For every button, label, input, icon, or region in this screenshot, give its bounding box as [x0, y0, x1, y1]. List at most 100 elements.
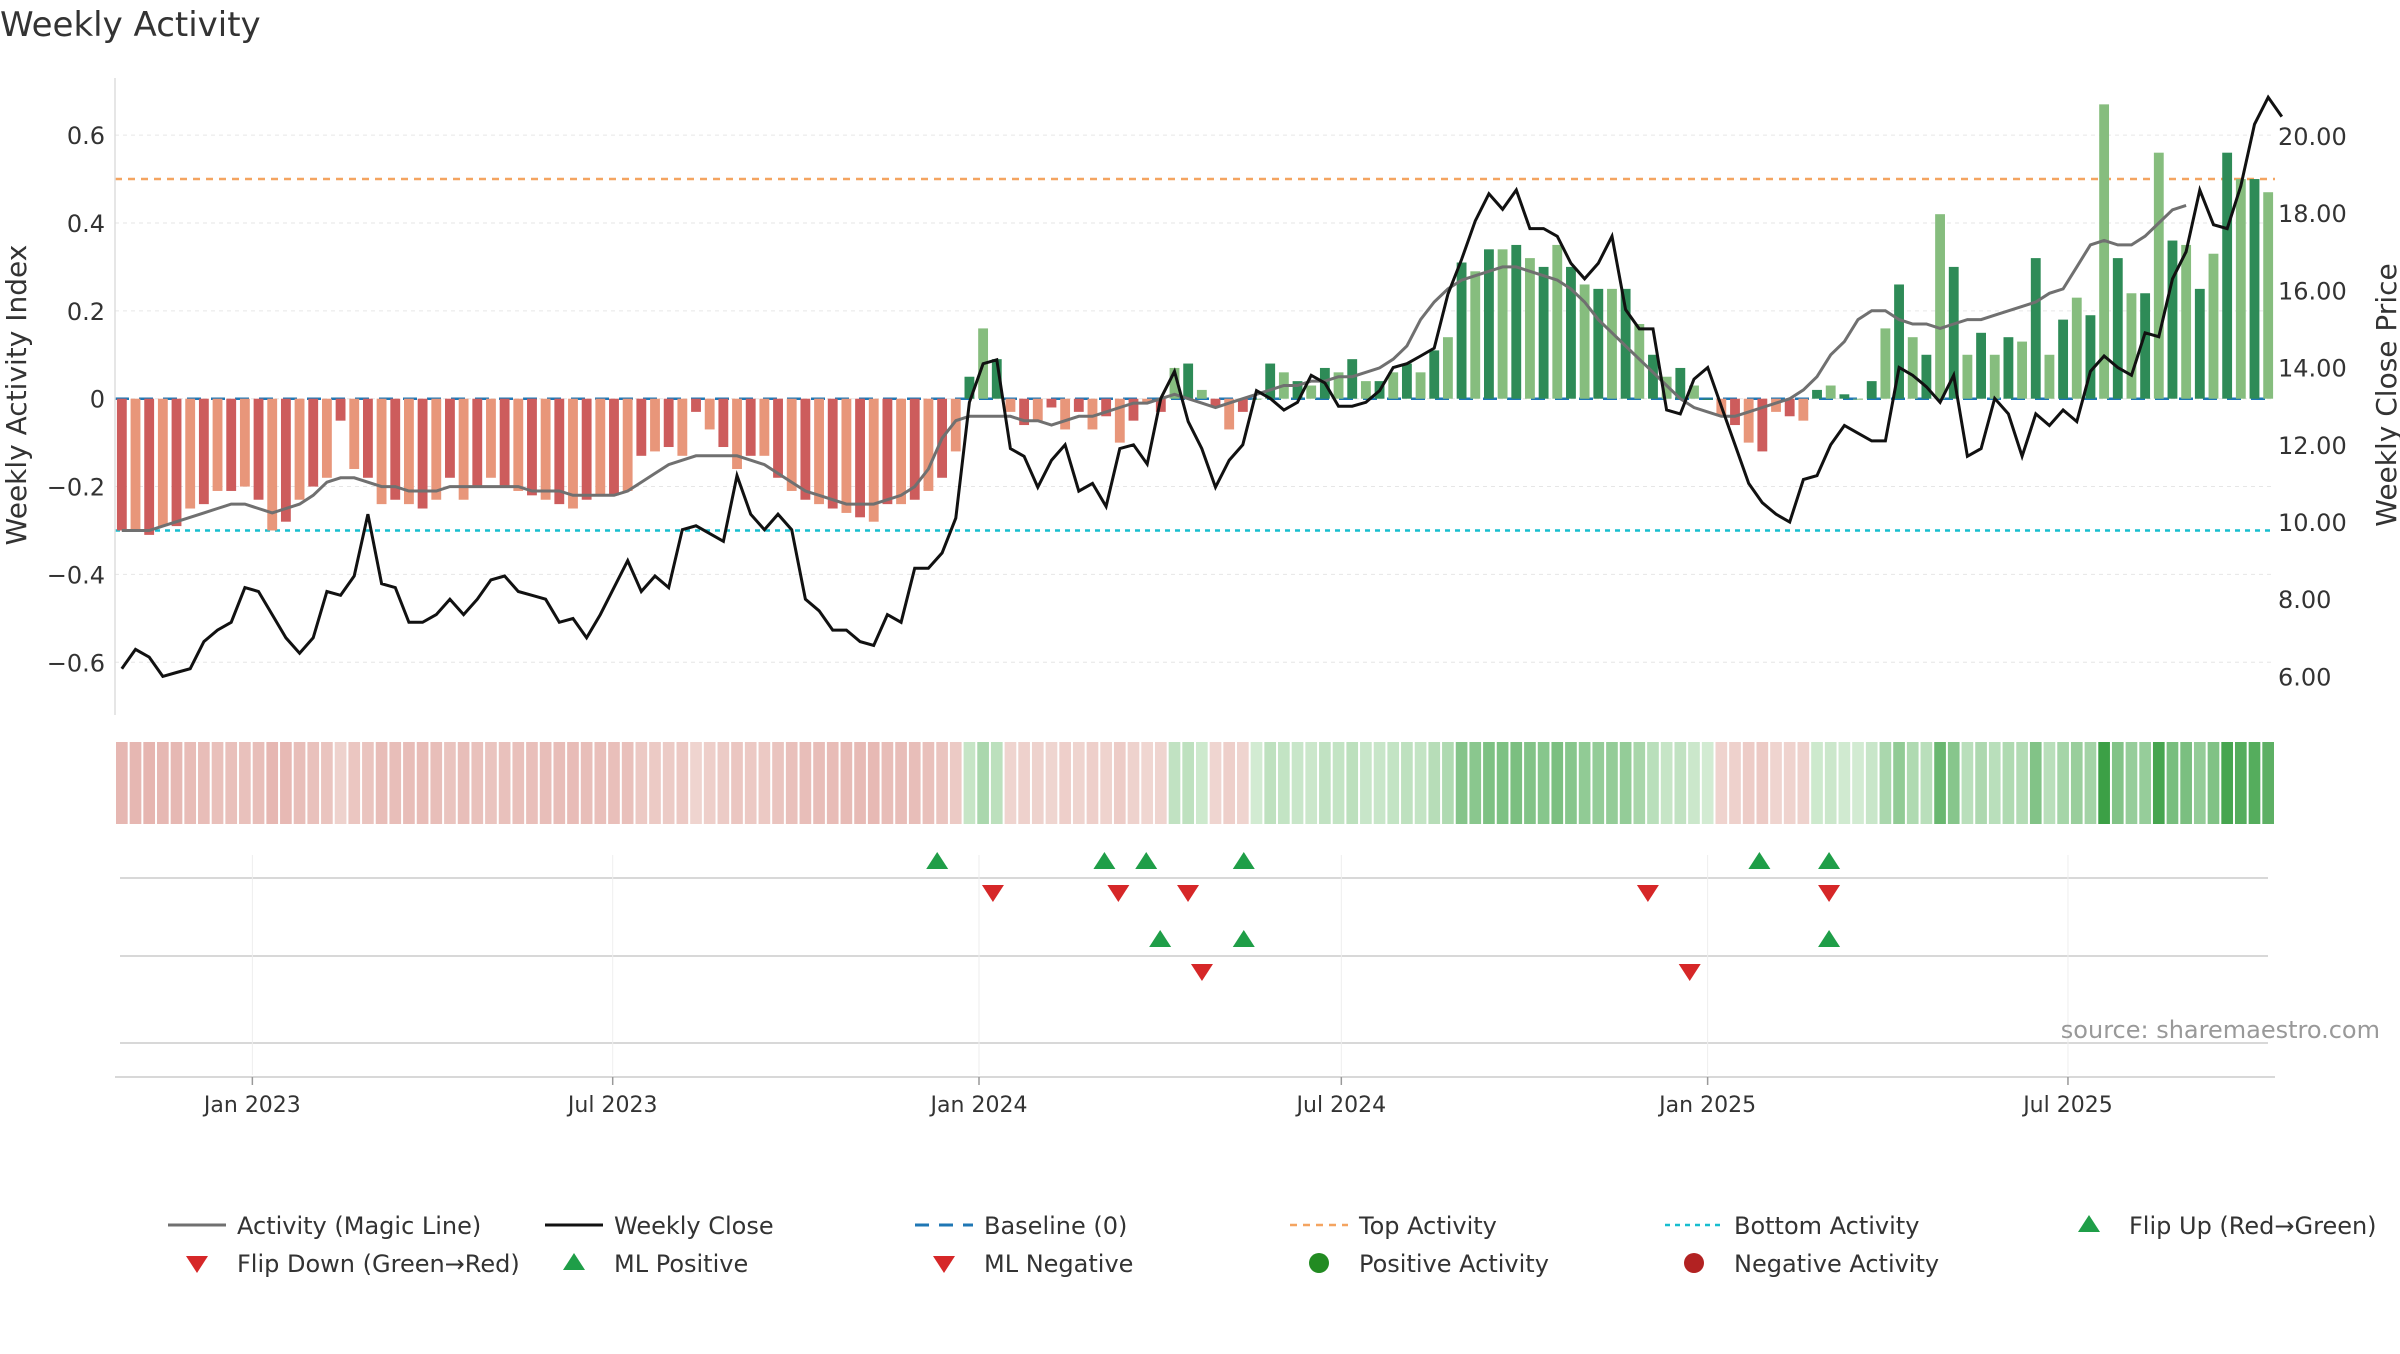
activity-bar	[554, 398, 565, 505]
heat-cell	[1674, 742, 1687, 824]
activity-bar	[2003, 337, 2014, 399]
y-tick-label-left: −0.2	[47, 474, 105, 502]
heat-cell	[1934, 742, 1946, 824]
activity-bar	[636, 398, 647, 456]
heat-cell	[1086, 742, 1099, 824]
flip-up-marker	[1818, 852, 1841, 869]
heat-cell	[375, 742, 388, 824]
heat-cell	[1414, 742, 1427, 824]
activity-bar	[1907, 337, 1918, 399]
activity-bar	[294, 398, 305, 500]
activity-bar	[2140, 293, 2151, 399]
activity-bar	[909, 398, 920, 500]
ml-negative-marker	[1678, 964, 1701, 981]
legend: Activity (Magic Line) Weekly Close Baselin…	[168, 1212, 2377, 1278]
heat-cell	[826, 742, 839, 824]
heat-cell	[1797, 742, 1810, 824]
heat-cell	[1988, 742, 2001, 824]
x-tick-label: Jan 2024	[929, 1093, 1028, 1118]
y-tick-label-left: −0.4	[47, 561, 105, 589]
legend-label: Bottom Activity	[1734, 1212, 1919, 1240]
activity-bar	[786, 398, 797, 491]
activity-bar	[185, 398, 196, 509]
heat-cell	[635, 742, 648, 824]
heat-cell	[963, 742, 976, 824]
heat-cell	[334, 742, 347, 824]
heat-cell	[1715, 742, 1728, 824]
activity-bar	[814, 398, 824, 505]
heat-cell	[881, 742, 894, 824]
activity-bar	[2085, 315, 2096, 399]
heat-cell	[444, 742, 456, 824]
heat-cell	[471, 742, 484, 824]
activity-bar	[212, 398, 223, 491]
heat-cell	[2207, 742, 2220, 824]
heat-cell	[676, 742, 689, 824]
activity-bar	[417, 398, 428, 509]
heat-cell	[2221, 742, 2233, 824]
heat-cell	[936, 742, 948, 824]
heat-cell	[2139, 742, 2151, 824]
heat-cell	[2070, 742, 2083, 824]
heat-cell	[1059, 742, 1071, 824]
heat-cell	[567, 742, 579, 824]
heat-cell	[2152, 742, 2165, 824]
heat-cell	[1920, 742, 1933, 824]
x-tick-label: Jul 2025	[2021, 1093, 2113, 1118]
activity-bar	[1894, 284, 1904, 399]
heat-cell	[772, 742, 784, 824]
activity-bar	[1620, 288, 1631, 399]
activity-bar	[1333, 372, 1344, 399]
heat-cell	[1783, 742, 1796, 824]
activity-bar	[1210, 398, 1221, 408]
activity-bar	[1784, 398, 1795, 417]
x-tick-label: Jul 2024	[1295, 1093, 1387, 1118]
legend-label: Weekly Close	[614, 1212, 774, 1240]
heat-cell	[1291, 742, 1304, 824]
legend-label: Negative Activity	[1734, 1250, 1939, 1278]
heat-cell	[1619, 742, 1632, 824]
activity-bar	[171, 398, 182, 527]
flip-down-marker	[1818, 885, 1841, 902]
activity-bar	[1839, 394, 1850, 399]
activity-bar	[677, 398, 688, 456]
heat-cell	[266, 742, 279, 824]
heat-cell	[498, 742, 511, 824]
heat-cell	[143, 742, 156, 824]
legend-item-flip_down: Flip Down (Green→Red)	[186, 1250, 520, 1278]
heat-cell	[362, 742, 374, 824]
heat-cell	[457, 742, 470, 824]
heat-cell	[1100, 742, 1112, 824]
activity-bar	[1771, 398, 1781, 412]
heat-cell	[1196, 742, 1208, 824]
heat-cell	[867, 742, 880, 824]
activity-bar	[1005, 398, 1016, 412]
legend-swatch	[933, 1256, 955, 1273]
activity-bar	[1032, 398, 1043, 421]
activity-bar	[458, 398, 469, 500]
legend-item-top: Top Activity	[1290, 1212, 1497, 1240]
flip-up-marker	[1748, 852, 1771, 869]
activity-bar	[157, 398, 168, 527]
heat-cell	[2248, 742, 2261, 824]
heat-cell	[2098, 742, 2110, 824]
heat-cell	[403, 742, 415, 824]
heat-cell	[2029, 742, 2042, 824]
heat-cell	[280, 742, 292, 824]
flip-up-marker	[1093, 852, 1116, 869]
legend-label: ML Positive	[614, 1250, 748, 1278]
heat-cell	[1442, 742, 1454, 824]
heat-cell	[1510, 742, 1523, 824]
activity-bar	[2099, 104, 2110, 399]
ml-positive-marker	[1818, 930, 1841, 947]
activity-bar	[280, 398, 291, 522]
heat-cell	[211, 742, 224, 824]
activity-bar	[691, 398, 701, 412]
heat-cell	[1278, 742, 1290, 824]
heat-cell	[1483, 742, 1495, 824]
activity-bar	[1798, 398, 1809, 421]
heat-cell	[1373, 742, 1386, 824]
activity-bar	[404, 398, 414, 505]
activity-bar	[1976, 332, 1986, 399]
